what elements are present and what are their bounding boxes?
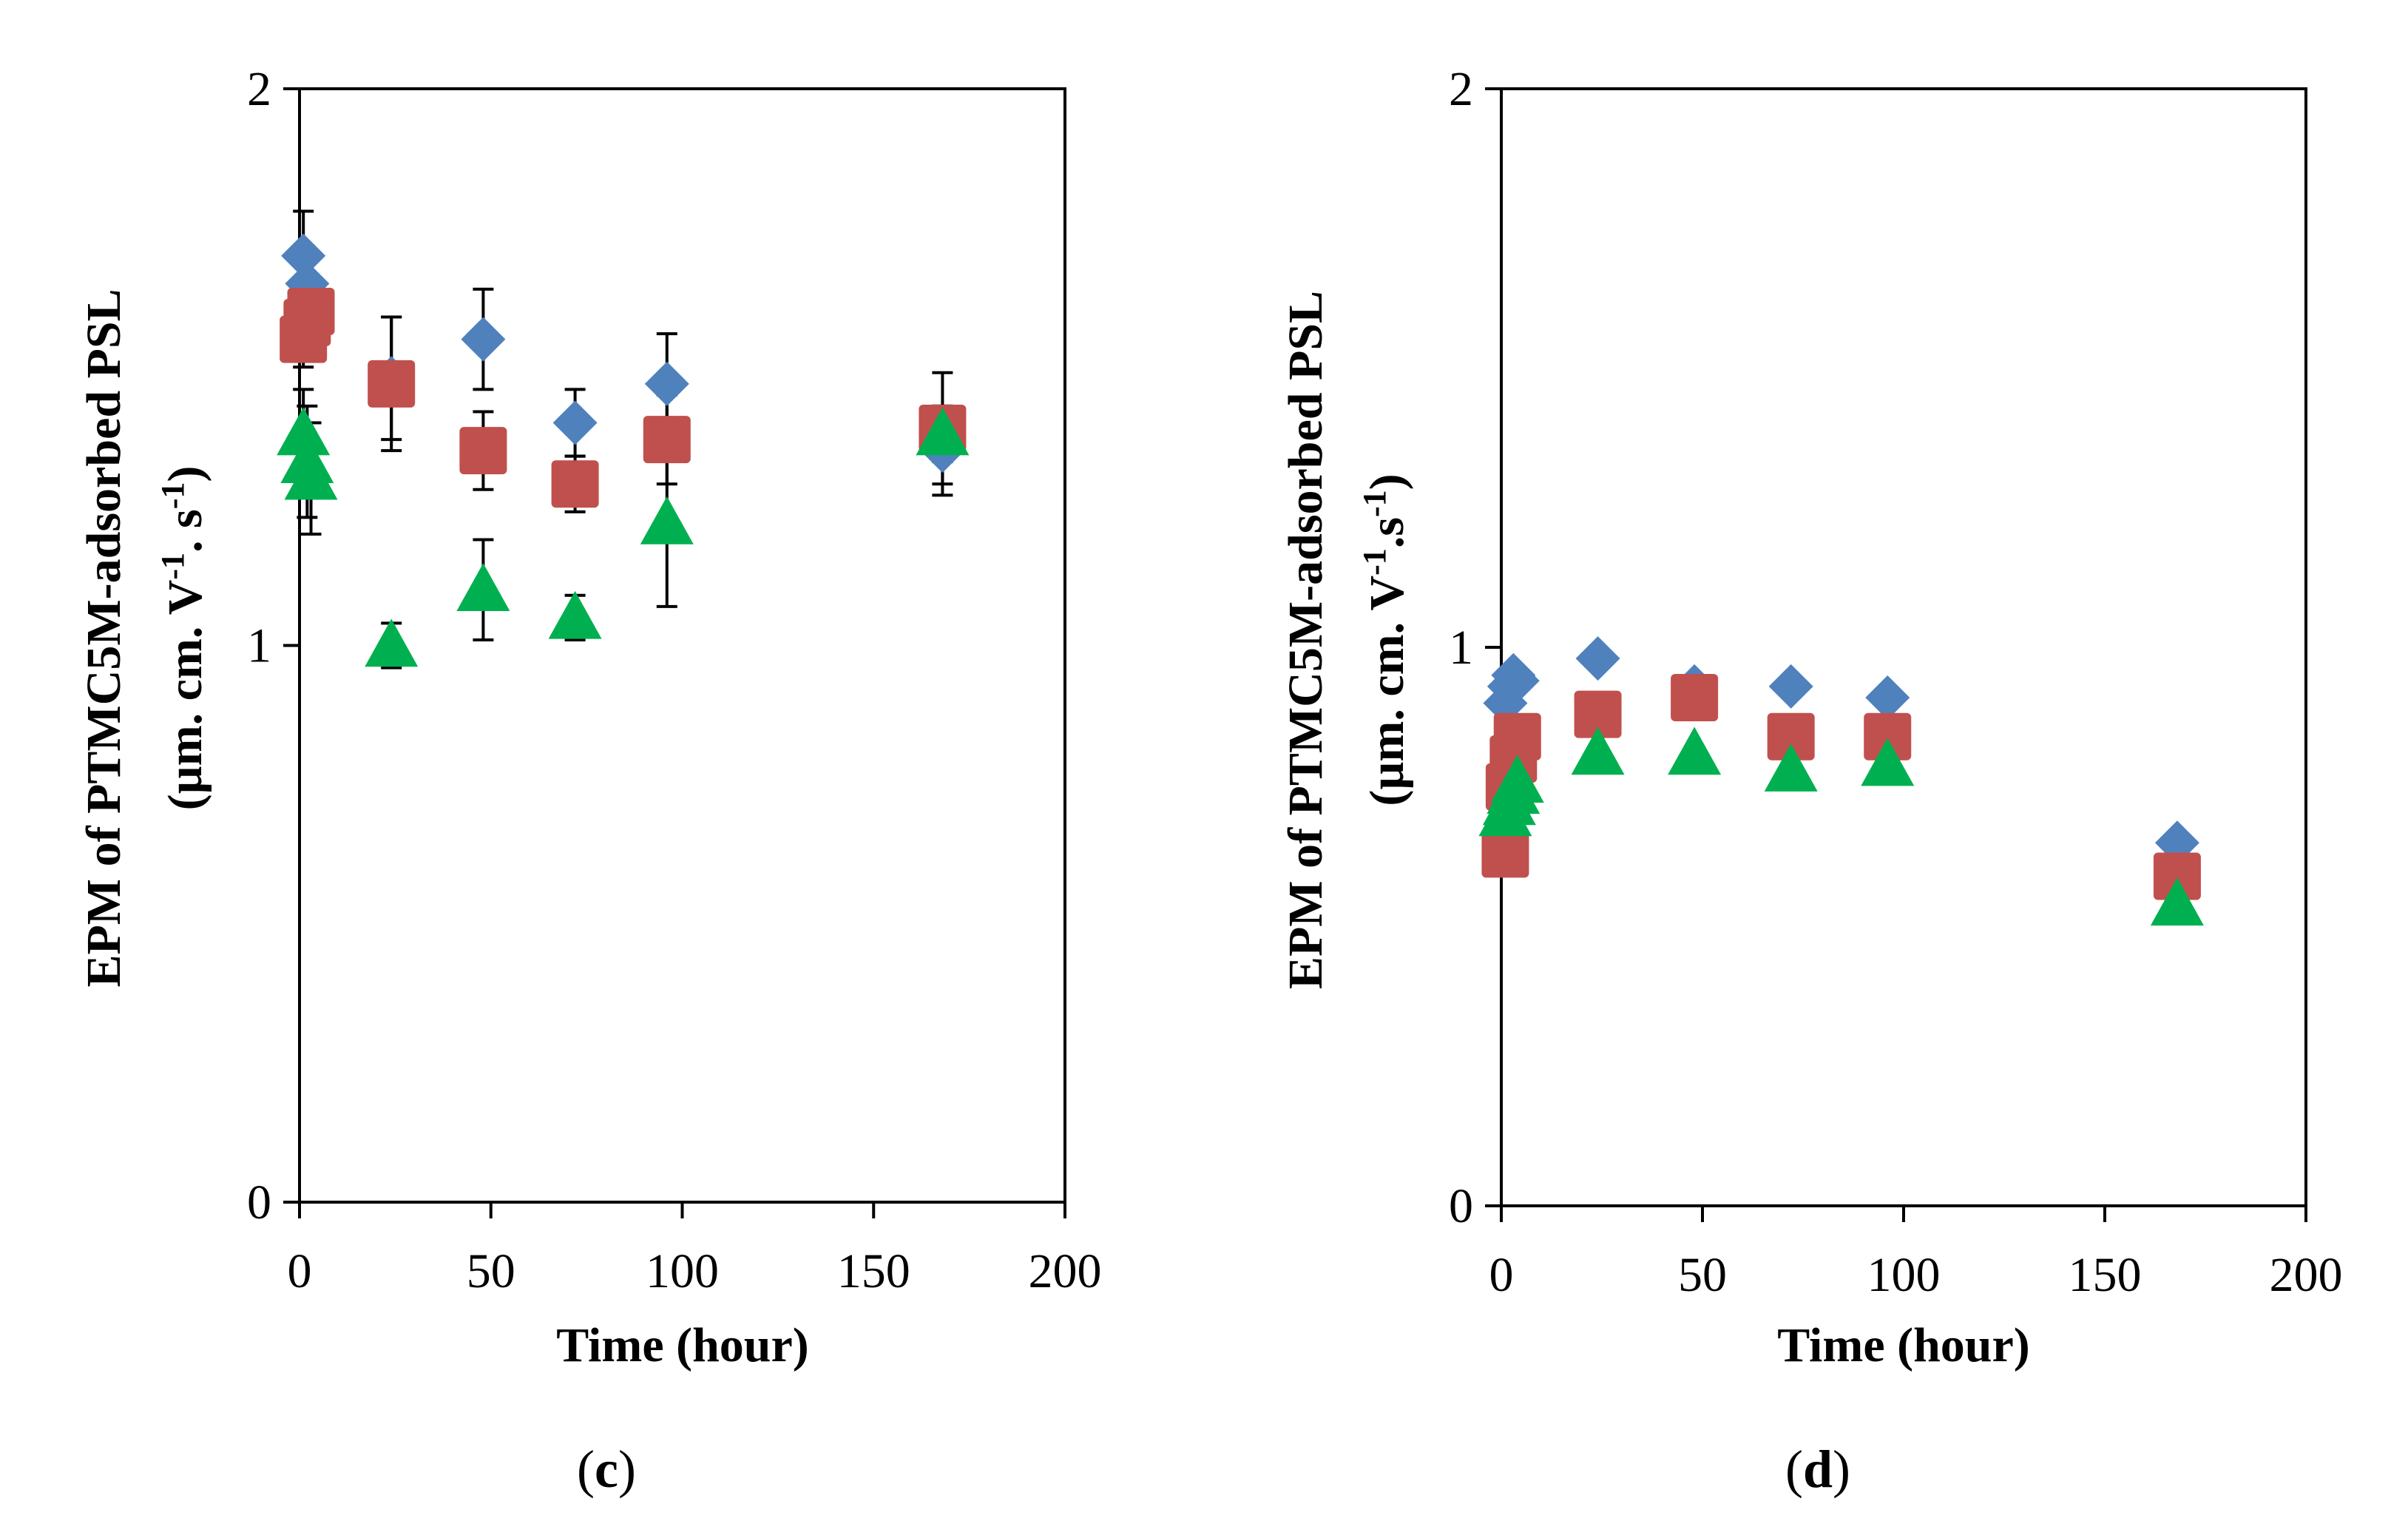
x-tick-label: 200 (2270, 1248, 2343, 1302)
point-red-square (1767, 712, 1815, 760)
y-axis-subtitle-part: ) (1360, 473, 1414, 490)
point-red-square (459, 427, 507, 475)
y-axis-subtitle-part: .s (1360, 517, 1414, 548)
point-green-triangle (1764, 743, 1818, 792)
y-axis-subtitle-part: (µm. cm. V (158, 580, 212, 811)
point-green-triangle (365, 618, 419, 667)
panel-label-part: c (595, 1440, 618, 1499)
panel-label-part: ) (618, 1440, 636, 1499)
point-red-square (1481, 830, 1529, 878)
point-green-triangle (2150, 877, 2204, 926)
point-blue-diamond (1495, 658, 1540, 704)
chart-panel-c: 0 1 2 0 50 100 150 200 Time (hour) EPM of PTMC5M-… (77, 62, 1102, 1499)
y-axis-subtitle-part: . s (158, 509, 212, 553)
y-tick-label: 2 (247, 62, 271, 116)
x-tick-label: 200 (1029, 1244, 1102, 1298)
point-red-square (2153, 852, 2201, 900)
point-blue-diamond (552, 400, 598, 445)
y-axis-subtitle-part: -1 (1356, 490, 1393, 517)
point-green-triangle (284, 451, 338, 500)
y-tick-label: 0 (247, 1176, 271, 1230)
x-axis-title: Time (hour) (556, 1318, 809, 1372)
x-tick-label: 0 (1489, 1248, 1514, 1302)
y-axis-subtitle-part: -1 (1356, 548, 1393, 576)
y-axis-subtitle-part: ) (158, 466, 212, 482)
y-tick-label: 1 (1449, 621, 1473, 675)
point-green-triangle (1668, 726, 1722, 775)
point-red-square (287, 288, 335, 335)
point-green-triangle (277, 407, 331, 456)
point-blue-diamond (644, 361, 689, 406)
point-green-triangle (1571, 726, 1625, 775)
point-green-triangle (1490, 755, 1544, 803)
x-tick-label: 0 (288, 1244, 312, 1298)
point-green-triangle (548, 590, 602, 639)
x-tick-label: 50 (1678, 1248, 1727, 1302)
y-axis-subtitle-part: -1 (155, 482, 191, 510)
point-green-triangle (916, 407, 970, 456)
x-tick-label: 150 (2069, 1248, 2142, 1302)
y-axis-subtitle: (µm. cm. V-1.s-1) (1356, 473, 1415, 806)
chart-panel-d: 0 1 2 0 50 100 150 200 Time (hour) EPM of PTMC5M-… (1279, 62, 2343, 1499)
point-blue-diamond (1768, 664, 1813, 709)
point-blue-diamond (1865, 675, 1910, 720)
y-axis-title: EPM of PTMC5M-adsorbed PSL (77, 289, 131, 987)
x-tick-label: 100 (1867, 1248, 1941, 1302)
point-green-triangle (1861, 738, 1915, 786)
x-tick-label: 150 (837, 1244, 910, 1298)
point-red-square (1493, 712, 1541, 760)
y-tick-label: 1 (247, 619, 271, 673)
point-red-square (1574, 690, 1622, 738)
point-red-square (551, 460, 599, 508)
point-red-square (368, 360, 416, 408)
x-axis-title: Time (hour) (1777, 1318, 2030, 1372)
point-red-square (643, 416, 691, 464)
panel-label-part: d (1803, 1440, 1833, 1499)
point-green-triangle (456, 563, 510, 612)
point-blue-diamond (461, 317, 506, 362)
y-axis-subtitle: (µm. cm. V-1. s-1) (155, 466, 213, 811)
point-red-square (1864, 712, 1912, 760)
y-tick-label: 0 (1449, 1179, 1473, 1233)
point-blue-diamond (281, 233, 326, 278)
y-axis-title: EPM of PTMC5M-adsorbed PSL (1279, 291, 1333, 989)
point-red-square (1671, 673, 1719, 721)
y-tick-label: 2 (1449, 62, 1473, 116)
y-axis-subtitle-part: (µm. cm. V (1360, 576, 1414, 806)
panel-label-part: ( (1785, 1440, 1803, 1499)
x-tick-label: 100 (646, 1244, 719, 1298)
point-green-triangle (640, 496, 694, 544)
x-tick-label: 50 (467, 1244, 515, 1298)
panel-label: (d) (1785, 1440, 1850, 1499)
point-blue-diamond (1575, 636, 1620, 681)
y-axis-subtitle-part: -1 (155, 553, 191, 580)
plot-frame (1500, 87, 2307, 1207)
panel-label-part: ( (577, 1440, 595, 1499)
panel-label-part: ) (1833, 1440, 1850, 1499)
plot-frame (298, 87, 1066, 1204)
panel-label: (c) (577, 1440, 636, 1499)
